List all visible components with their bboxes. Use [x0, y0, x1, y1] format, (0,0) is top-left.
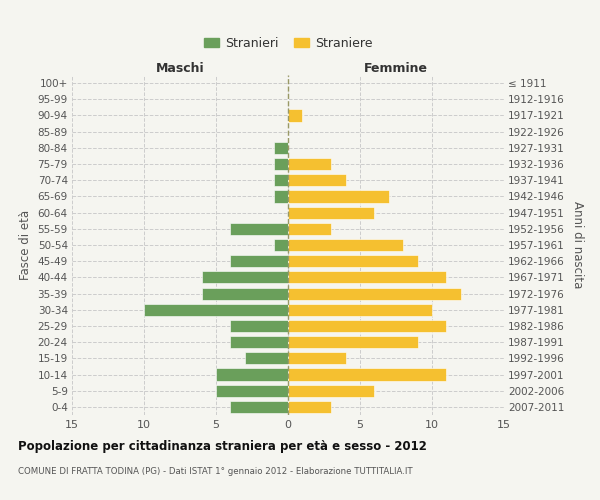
Y-axis label: Anni di nascita: Anni di nascita: [571, 202, 584, 288]
Bar: [288, 304, 432, 316]
Bar: [288, 368, 446, 380]
Bar: [288, 255, 418, 268]
Bar: [288, 174, 346, 186]
Bar: [288, 352, 346, 364]
Bar: [230, 255, 288, 268]
Bar: [288, 288, 461, 300]
Bar: [274, 239, 288, 251]
Bar: [288, 222, 331, 235]
Bar: [288, 110, 302, 122]
Text: Popolazione per cittadinanza straniera per età e sesso - 2012: Popolazione per cittadinanza straniera p…: [18, 440, 427, 453]
Bar: [274, 174, 288, 186]
Bar: [288, 190, 389, 202]
Bar: [274, 142, 288, 154]
Bar: [216, 384, 288, 397]
Y-axis label: Fasce di età: Fasce di età: [19, 210, 32, 280]
Bar: [274, 190, 288, 202]
Bar: [230, 222, 288, 235]
Bar: [144, 304, 288, 316]
Text: Femmine: Femmine: [364, 62, 428, 75]
Bar: [202, 288, 288, 300]
Legend: Stranieri, Straniere: Stranieri, Straniere: [199, 32, 377, 55]
Bar: [216, 368, 288, 380]
Bar: [288, 384, 374, 397]
Bar: [288, 320, 446, 332]
Text: Maschi: Maschi: [155, 62, 205, 75]
Bar: [288, 239, 403, 251]
Bar: [202, 272, 288, 283]
Bar: [288, 158, 331, 170]
Bar: [288, 336, 418, 348]
Bar: [288, 401, 331, 413]
Bar: [245, 352, 288, 364]
Bar: [230, 320, 288, 332]
Bar: [288, 272, 446, 283]
Bar: [230, 401, 288, 413]
Text: COMUNE DI FRATTA TODINA (PG) - Dati ISTAT 1° gennaio 2012 - Elaborazione TUTTITA: COMUNE DI FRATTA TODINA (PG) - Dati ISTA…: [18, 468, 413, 476]
Bar: [274, 158, 288, 170]
Bar: [288, 206, 374, 218]
Bar: [230, 336, 288, 348]
